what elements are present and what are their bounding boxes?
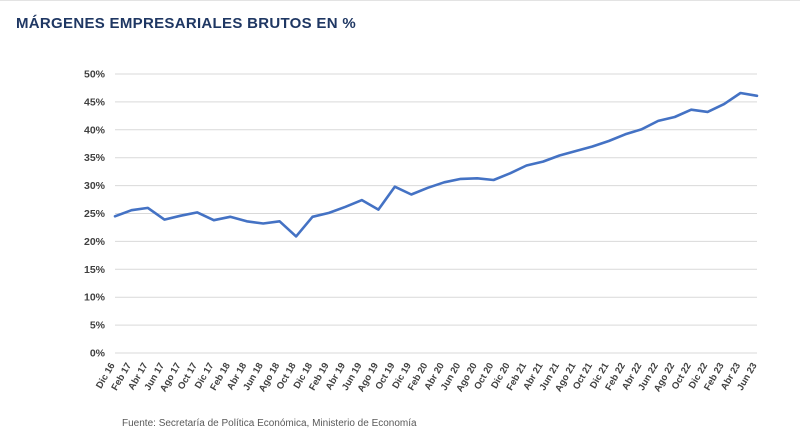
svg-text:15%: 15% [84,264,106,276]
svg-text:20%: 20% [84,236,106,248]
svg-text:0%: 0% [90,348,106,360]
data-line [113,91,759,238]
source-note: Fuente: Secretaría de Política Económica… [122,418,417,429]
svg-text:10%: 10% [84,292,106,304]
chart-title: MÁRGENES EMPRESARIALES BRUTOS EN % [16,15,356,32]
svg-text:5%: 5% [90,320,106,332]
svg-text:35%: 35% [84,152,106,164]
svg-text:40%: 40% [84,124,106,136]
svg-text:25%: 25% [84,208,106,220]
svg-text:45%: 45% [84,96,106,108]
y-axis-labels: 0% 5% 10% 15% 20% 25% 30% 35% 40% 45% 50% [84,69,106,360]
svg-text:30%: 30% [84,180,106,192]
svg-text:50%: 50% [84,69,106,81]
gridlines [115,73,757,354]
